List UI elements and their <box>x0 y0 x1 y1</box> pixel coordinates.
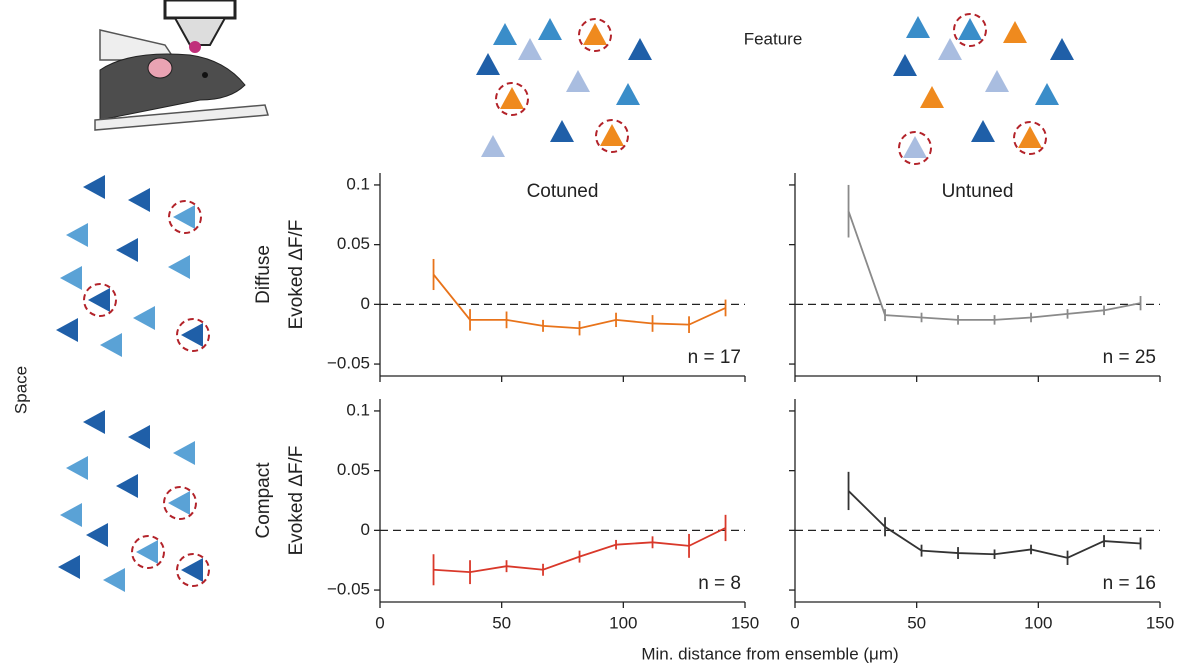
n-annotation: n = 17 <box>688 347 741 368</box>
y-axis-label: Evoked ΔF/F <box>286 446 307 556</box>
data-line <box>432 273 726 330</box>
data-line <box>847 490 1141 559</box>
row-label: Compact <box>253 462 274 539</box>
x-tick-label: 0 <box>790 613 799 632</box>
data-line <box>847 210 1141 321</box>
feature-illustration <box>476 13 1074 165</box>
y-tick-label: 0 <box>361 294 370 313</box>
y-axis-label: Evoked ΔF/F <box>286 220 307 330</box>
panel-title: Untuned <box>942 181 1014 202</box>
x-tick-label: 100 <box>609 613 637 632</box>
row-label: Diffuse <box>253 245 274 304</box>
y-tick-label: 0 <box>361 520 370 539</box>
y-tick-label: 0.05 <box>337 234 370 253</box>
data-line <box>433 527 726 574</box>
y-tick-label: −0.05 <box>327 354 370 373</box>
x-tick-label: 150 <box>731 613 759 632</box>
x-tick-label: 50 <box>492 613 511 632</box>
n-annotation: n = 16 <box>1103 573 1156 594</box>
x-tick-label: 100 <box>1024 613 1052 632</box>
x-tick-label: 50 <box>907 613 926 632</box>
x-tick-label: 0 <box>375 613 384 632</box>
feature-label: Feature <box>744 29 803 48</box>
y-tick-label: 0.1 <box>346 400 370 419</box>
space-illustration <box>56 175 210 592</box>
n-annotation: n = 25 <box>1103 347 1156 368</box>
n-annotation: n = 8 <box>698 573 741 594</box>
space-label: Space <box>11 366 30 414</box>
panel-title: Cotuned <box>527 181 599 202</box>
x-tick-label: 150 <box>1146 613 1174 632</box>
y-tick-label: 0.1 <box>346 174 370 193</box>
x-axis-label: Min. distance from ensemble (μm) <box>641 644 898 663</box>
mouse-illustration <box>94 0 269 131</box>
y-tick-label: 0.05 <box>337 460 370 479</box>
y-tick-label: −0.05 <box>327 580 370 599</box>
